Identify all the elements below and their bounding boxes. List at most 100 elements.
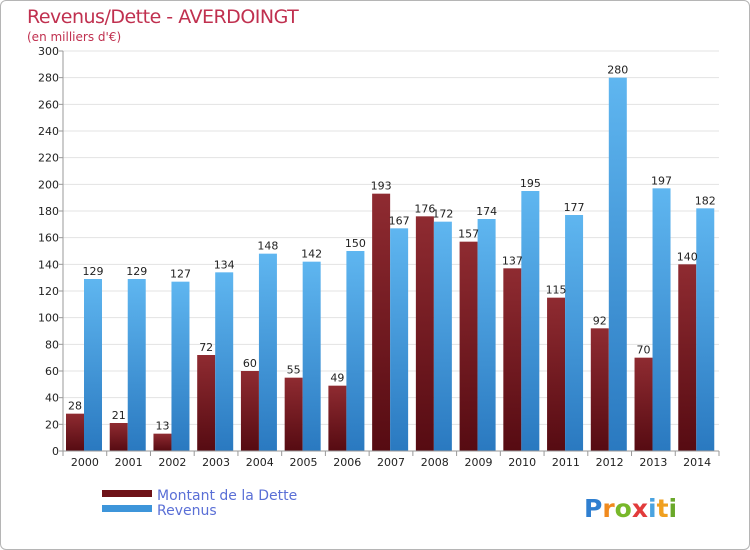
logo-letter: i — [648, 494, 657, 523]
bar-revenus — [477, 219, 496, 451]
x-tick-label: 2002 — [158, 456, 186, 469]
y-tick-label: 80 — [45, 338, 59, 351]
bar-revenus — [390, 228, 409, 451]
logo-letter: P — [584, 494, 602, 523]
legend-item-revenus: Revenus — [102, 503, 217, 519]
bar-revenus — [696, 208, 715, 451]
data-label-debt: 13 — [155, 420, 169, 433]
data-label-debt: 49 — [330, 372, 344, 385]
bar-revenus — [608, 77, 627, 452]
legend-label-revenus: Revenus — [157, 503, 217, 519]
logo-letter: r — [602, 494, 615, 523]
x-tick-label: 2004 — [246, 456, 274, 469]
data-label-debt: 60 — [243, 357, 257, 370]
bar-debt — [634, 357, 653, 451]
x-tick-label: 2012 — [596, 456, 624, 469]
bar-revenus — [565, 215, 584, 451]
data-label-revenus: 195 — [520, 177, 541, 190]
chart-title: Revenus/Dette - AVERDOINGT — [27, 6, 299, 28]
chart-subtitle: (en milliers d'€) — [27, 30, 121, 44]
y-tick-label: 0 — [52, 445, 59, 458]
x-tick-label: 2001 — [115, 456, 143, 469]
data-label-revenus: 150 — [345, 237, 366, 250]
y-tick-label: 160 — [38, 232, 59, 245]
bar-debt — [240, 371, 259, 451]
data-label-debt: 72 — [199, 341, 213, 354]
bar-debt — [678, 264, 697, 451]
x-tick-label: 2011 — [552, 456, 580, 469]
bar-debt — [415, 216, 434, 451]
y-tick-label: 20 — [45, 418, 59, 431]
legend-swatch-debt — [102, 490, 152, 497]
data-label-debt: 193 — [371, 180, 392, 193]
logo-text: Proxiti — [584, 494, 677, 523]
legend-swatch-revenus — [102, 505, 152, 512]
legend-item-debt: Montant de la Dette — [102, 488, 297, 504]
data-label-debt: 176 — [414, 202, 435, 215]
x-axis-ticks: 2000 2001 2002 2003 2004 2005 2006 2007 2008 2009… — [62, 451, 720, 469]
data-label-revenus: 142 — [301, 248, 322, 261]
bar-debt — [328, 385, 347, 451]
bar-revenus — [171, 281, 190, 451]
bar-debt — [503, 268, 522, 451]
data-label-debt: 21 — [112, 409, 126, 422]
logo-letter: o — [615, 494, 632, 523]
y-tick-label: 120 — [38, 285, 59, 298]
y-tick-label: 140 — [38, 258, 59, 271]
x-tick-label: 2003 — [202, 456, 230, 469]
y-tick-label: 260 — [38, 98, 59, 111]
legend-label-debt: Montant de la Dette — [157, 488, 297, 504]
bar-debt — [459, 241, 478, 451]
bar-revenus — [84, 279, 102, 451]
data-label-debt: 140 — [677, 250, 698, 263]
data-label-debt: 157 — [458, 228, 479, 241]
bar-debt — [197, 355, 216, 451]
bar-debt — [547, 297, 566, 451]
bar-debt — [66, 413, 84, 451]
y-tick-label: 60 — [45, 365, 59, 378]
bar-debt — [153, 433, 172, 451]
data-labels: 28 129 21 129 13 127 72 134 60 148 55 142 49 150 193 16… — [68, 64, 716, 433]
bar-revenus — [302, 261, 321, 451]
bar-debt — [590, 328, 609, 451]
x-tick-label: 2013 — [639, 456, 667, 469]
data-label-revenus: 182 — [695, 194, 716, 207]
proxiti-logo: Proxiti — [584, 494, 677, 523]
y-tick-label: 40 — [45, 392, 59, 405]
bar-revenus — [652, 188, 671, 452]
bar-revenus — [258, 253, 277, 451]
data-label-debt: 55 — [287, 364, 301, 377]
x-tick-label: 2014 — [683, 456, 711, 469]
logo-letter: x — [632, 494, 648, 523]
data-label-revenus: 174 — [476, 205, 497, 218]
axes — [62, 51, 719, 452]
data-label-revenus: 172 — [432, 208, 453, 221]
data-label-revenus: 197 — [651, 174, 672, 187]
x-tick-label: 2009 — [464, 456, 492, 469]
data-label-revenus: 129 — [126, 265, 147, 278]
bars — [66, 77, 715, 452]
data-label-revenus: 129 — [83, 265, 104, 278]
bar-revenus — [346, 251, 365, 451]
y-tick-label: 240 — [38, 125, 59, 138]
x-tick-label: 2010 — [508, 456, 536, 469]
data-label-debt: 28 — [68, 400, 82, 413]
x-tick-label: 2006 — [333, 456, 361, 469]
y-tick-label: 100 — [38, 312, 59, 325]
data-label-debt: 70 — [637, 344, 651, 357]
bar-revenus — [521, 191, 540, 451]
data-label-revenus: 177 — [564, 201, 585, 214]
data-label-revenus: 127 — [170, 268, 191, 281]
bar-revenus — [127, 279, 146, 451]
bar-revenus — [433, 221, 452, 451]
logo-letter: i — [669, 494, 678, 523]
bar-debt — [372, 193, 391, 451]
bar-revenus — [215, 272, 234, 451]
data-label-debt: 115 — [546, 284, 567, 297]
x-tick-label: 2005 — [290, 456, 318, 469]
y-tick-label: 200 — [38, 178, 59, 191]
bar-debt — [284, 377, 303, 451]
data-label-revenus: 280 — [607, 64, 628, 77]
